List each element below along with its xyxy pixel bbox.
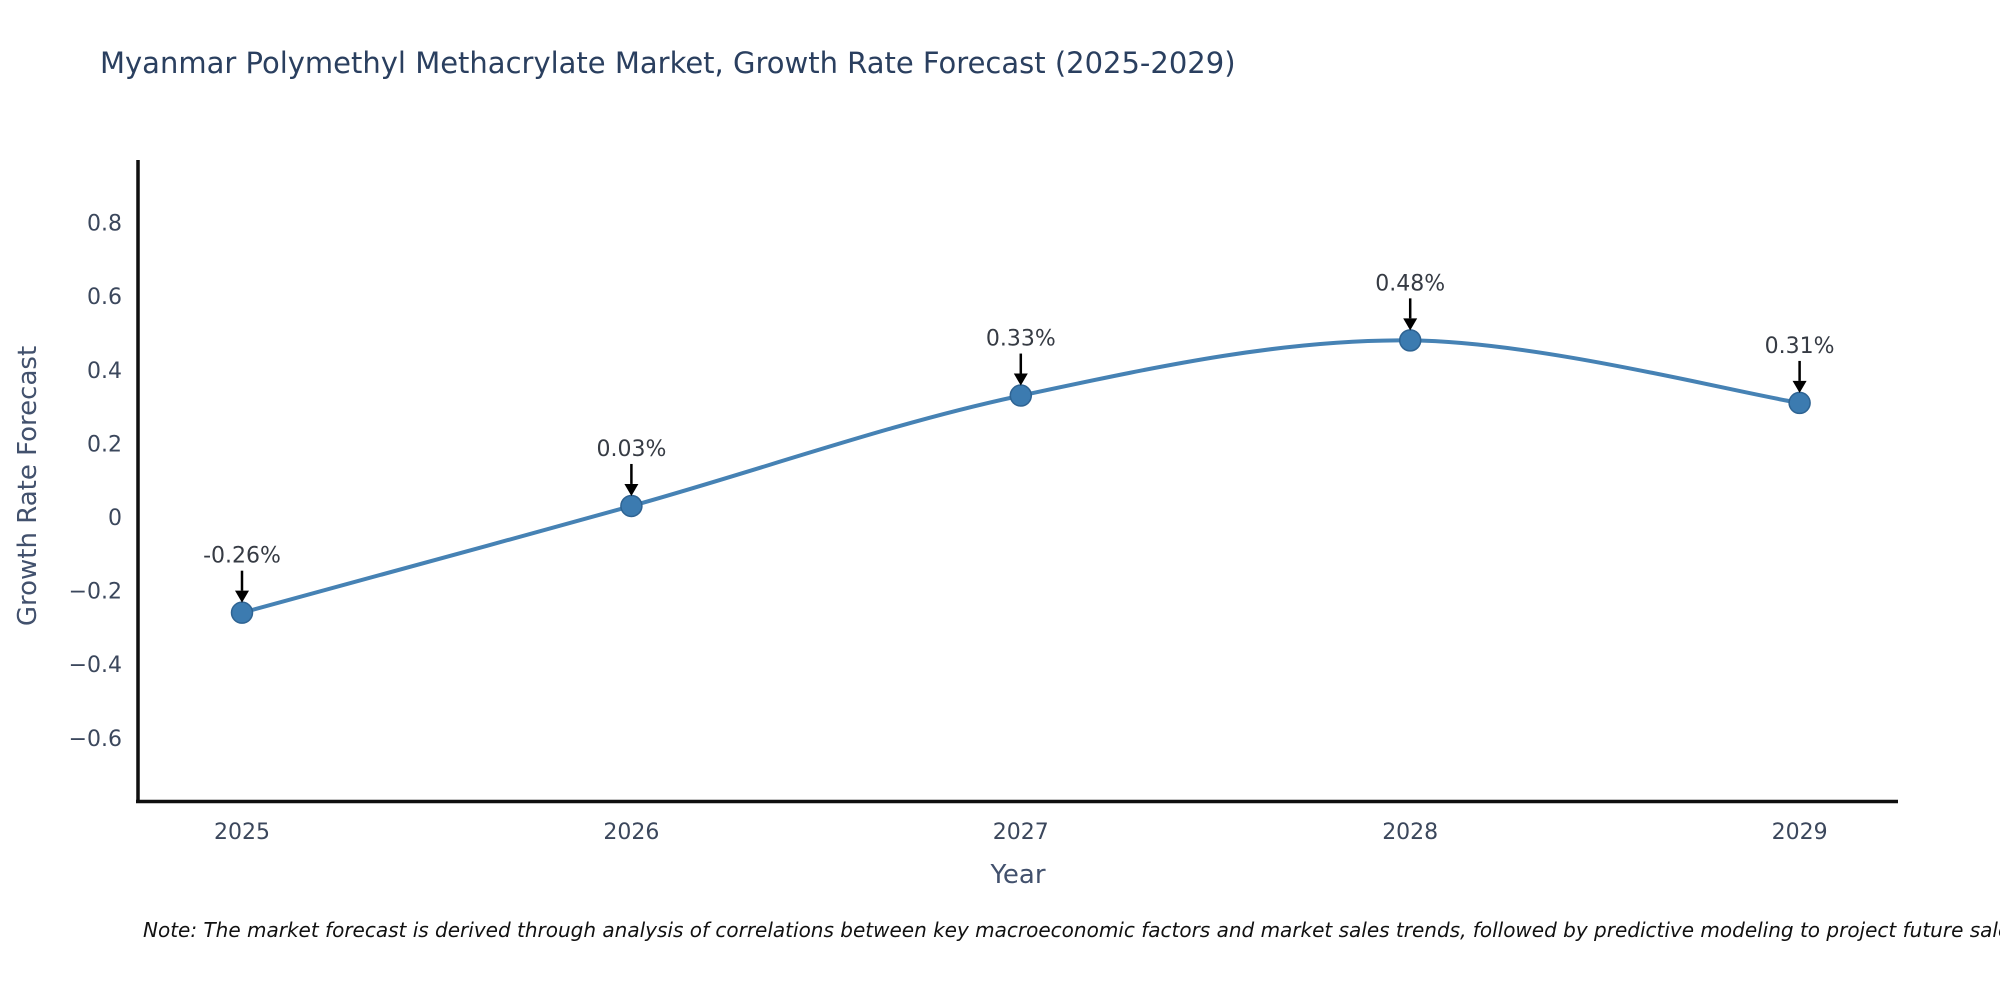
x-tick-label: 2025 [214, 820, 270, 845]
y-tick-label: −0.4 [69, 653, 122, 678]
annotation-label: 0.33% [986, 327, 1056, 352]
data-point-marker [1788, 391, 1811, 415]
data-point-marker [230, 601, 254, 624]
annotation-arrowhead [1013, 373, 1028, 386]
y-tick-label: 0.4 [87, 359, 122, 384]
annotation-label: 0.48% [1375, 271, 1445, 296]
y-tick-label: −0.2 [69, 580, 122, 605]
x-tick-label: 2027 [993, 820, 1049, 845]
annotation-arrowhead [1403, 318, 1418, 331]
y-tick-label: 0.2 [87, 432, 122, 457]
annotation-arrowhead [624, 483, 639, 496]
x-tick-label: 2028 [1382, 820, 1438, 845]
data-point-marker [1398, 329, 1422, 352]
x-tick-label: 2026 [603, 820, 659, 845]
x-axis-title: Year [990, 860, 1046, 890]
annotation-label: 0.31% [1765, 334, 1835, 359]
y-tick-label: 0.8 [87, 212, 122, 237]
chart-title: Myanmar Polymethyl Methacrylate Market, … [100, 46, 1236, 80]
annotation-arrowhead [235, 590, 249, 603]
annotation-label: -0.26% [203, 544, 281, 569]
footnote: Note: The market forecast is derived thr… [143, 918, 2000, 942]
y-axis-title: Growth Rate Forecast [13, 345, 43, 627]
y-tick-label: −0.6 [69, 727, 122, 752]
annotation-label: 0.03% [596, 437, 666, 462]
x-tick-label: 2029 [1772, 820, 1828, 845]
data-point-marker [620, 494, 643, 518]
y-tick-label: 0 [108, 506, 122, 531]
data-point-marker [1009, 384, 1033, 407]
annotation-arrowhead [1792, 380, 1807, 393]
y-tick-label: 0.6 [87, 285, 122, 310]
